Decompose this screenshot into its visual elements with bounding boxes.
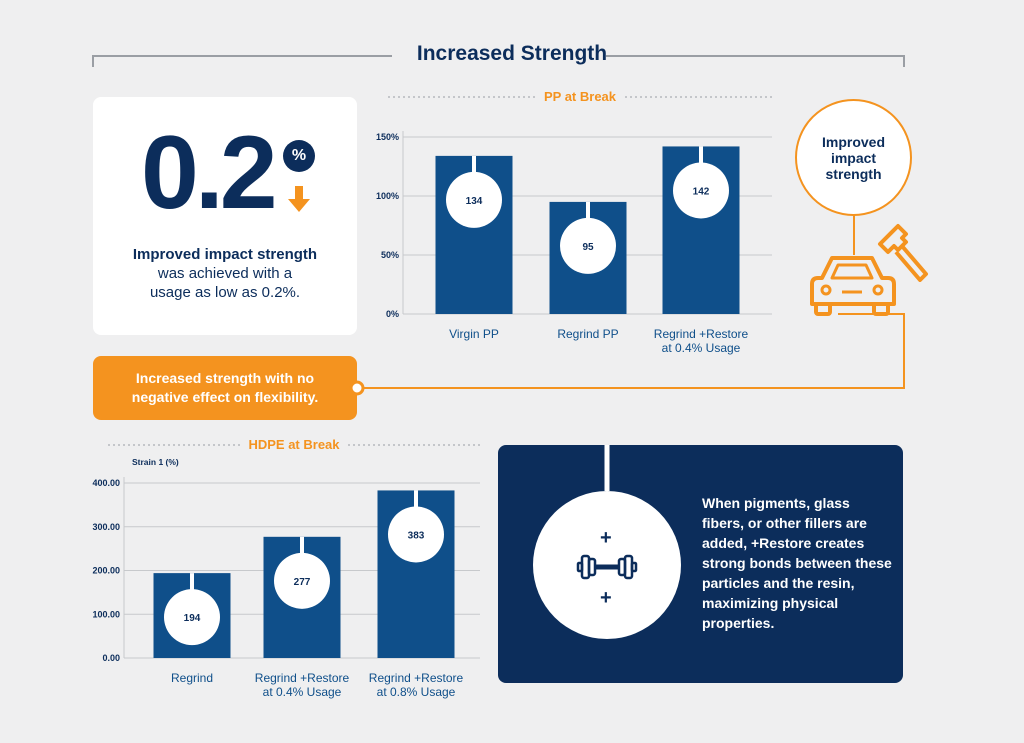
pp-category-label: Virgin PP [449, 327, 499, 341]
percent-badge: % [283, 140, 315, 172]
stat-body: was achieved with a usage as low as 0.2%… [149, 265, 301, 301]
pp-y-tick-label: 0% [386, 309, 399, 319]
page-title: Increased Strength [416, 42, 608, 65]
car-body [810, 256, 896, 306]
car-icon [810, 256, 896, 316]
pp-y-tick-label: 150% [376, 132, 399, 142]
hammer-handle [894, 244, 928, 282]
callout-box: Increased strength with no negative effe… [93, 356, 357, 420]
stat-description: Improved impact strength was achieved wi… [93, 245, 357, 302]
dumbbell-icon [576, 554, 638, 580]
hammer-head [878, 224, 908, 254]
pp-category-label: Regrind +Restore at 0.4% Usage [654, 327, 749, 355]
pp-value-bubble [446, 171, 502, 228]
info-panel: + + When pigments, glass fibers, or othe… [498, 445, 903, 683]
hdpe-value-label: 383 [408, 530, 425, 541]
arrow-down-icon [288, 186, 310, 212]
hdpe-value-bubble [274, 552, 330, 609]
car-headlight-right [872, 284, 884, 296]
improved-badge: Improved impact strength [795, 99, 912, 216]
hdpe-category-label: Regrind +Restore at 0.4% Usage [255, 671, 350, 699]
percent-symbol: % [291, 147, 307, 164]
pp-value-label: 142 [693, 186, 710, 197]
car-wheel-right [872, 302, 890, 316]
hammer-icon [878, 224, 928, 282]
hdpe-chart-title: HDPE at Break [248, 437, 340, 452]
hdpe-category-label: Regrind [171, 671, 213, 685]
hdpe-y-tick-label: 100.00 [92, 609, 120, 619]
hdpe-y-tick-label: 0.00 [102, 653, 120, 663]
pp-value-label: 95 [582, 242, 594, 253]
header-rule-left [92, 55, 392, 67]
hdpe-value-bubble [388, 506, 444, 563]
pp-chart-title: PP at Break [544, 89, 617, 104]
stat-number: 0.2 [141, 115, 278, 231]
stat-card: 0.2 % Improved impact strength was achie… [93, 97, 357, 335]
pp-value-label: 134 [466, 196, 483, 207]
header-rule [92, 55, 905, 67]
pp-value-bubble [673, 162, 729, 219]
hdpe-chart: HDPE at Break Strain 1 (%) 0.00 100.00 200… [92, 437, 480, 699]
car-wheel-left [814, 302, 832, 316]
pp-category-label: Regrind PP [557, 327, 618, 341]
badge-stem [853, 215, 855, 255]
callout-text: Increased strength with no negative effe… [131, 370, 319, 405]
plus-bottom: + [600, 587, 612, 609]
arrow-down-shape [288, 186, 310, 212]
hdpe-y-tick-label: 200.00 [92, 566, 120, 576]
hdpe-y-tick-label: 300.00 [92, 522, 120, 532]
hdpe-value-label: 194 [184, 613, 201, 624]
stat-highlight: Improved impact strength [132, 246, 318, 263]
hdpe-value-bubble [164, 589, 220, 646]
pp-y-tick-label: 100% [376, 191, 399, 201]
pp-value-bubble [560, 217, 616, 274]
dumbbell-end-right [630, 561, 638, 573]
car-headlight-left [820, 284, 832, 296]
header-rule-right [606, 55, 905, 67]
pp-chart: PP at Break 0% 50% 100% 150% 134 Virgin PP 95… [376, 89, 772, 355]
car-window [830, 263, 874, 280]
dumbbell-plate-left-inner [587, 557, 597, 577]
hdpe-value-label: 277 [294, 577, 311, 588]
info-text: When pigments, glass fibers, or other fi… [702, 495, 892, 631]
hdpe-y-axis-label: Strain 1 (%) [132, 457, 179, 467]
hdpe-category-label: Regrind +Restore at 0.8% Usage [369, 671, 464, 699]
pp-y-tick-label: 50% [381, 250, 399, 260]
plus-top: + [600, 527, 612, 549]
hdpe-y-tick-label: 400.00 [92, 478, 120, 488]
improved-badge-text: Improved impact strength [821, 133, 885, 182]
